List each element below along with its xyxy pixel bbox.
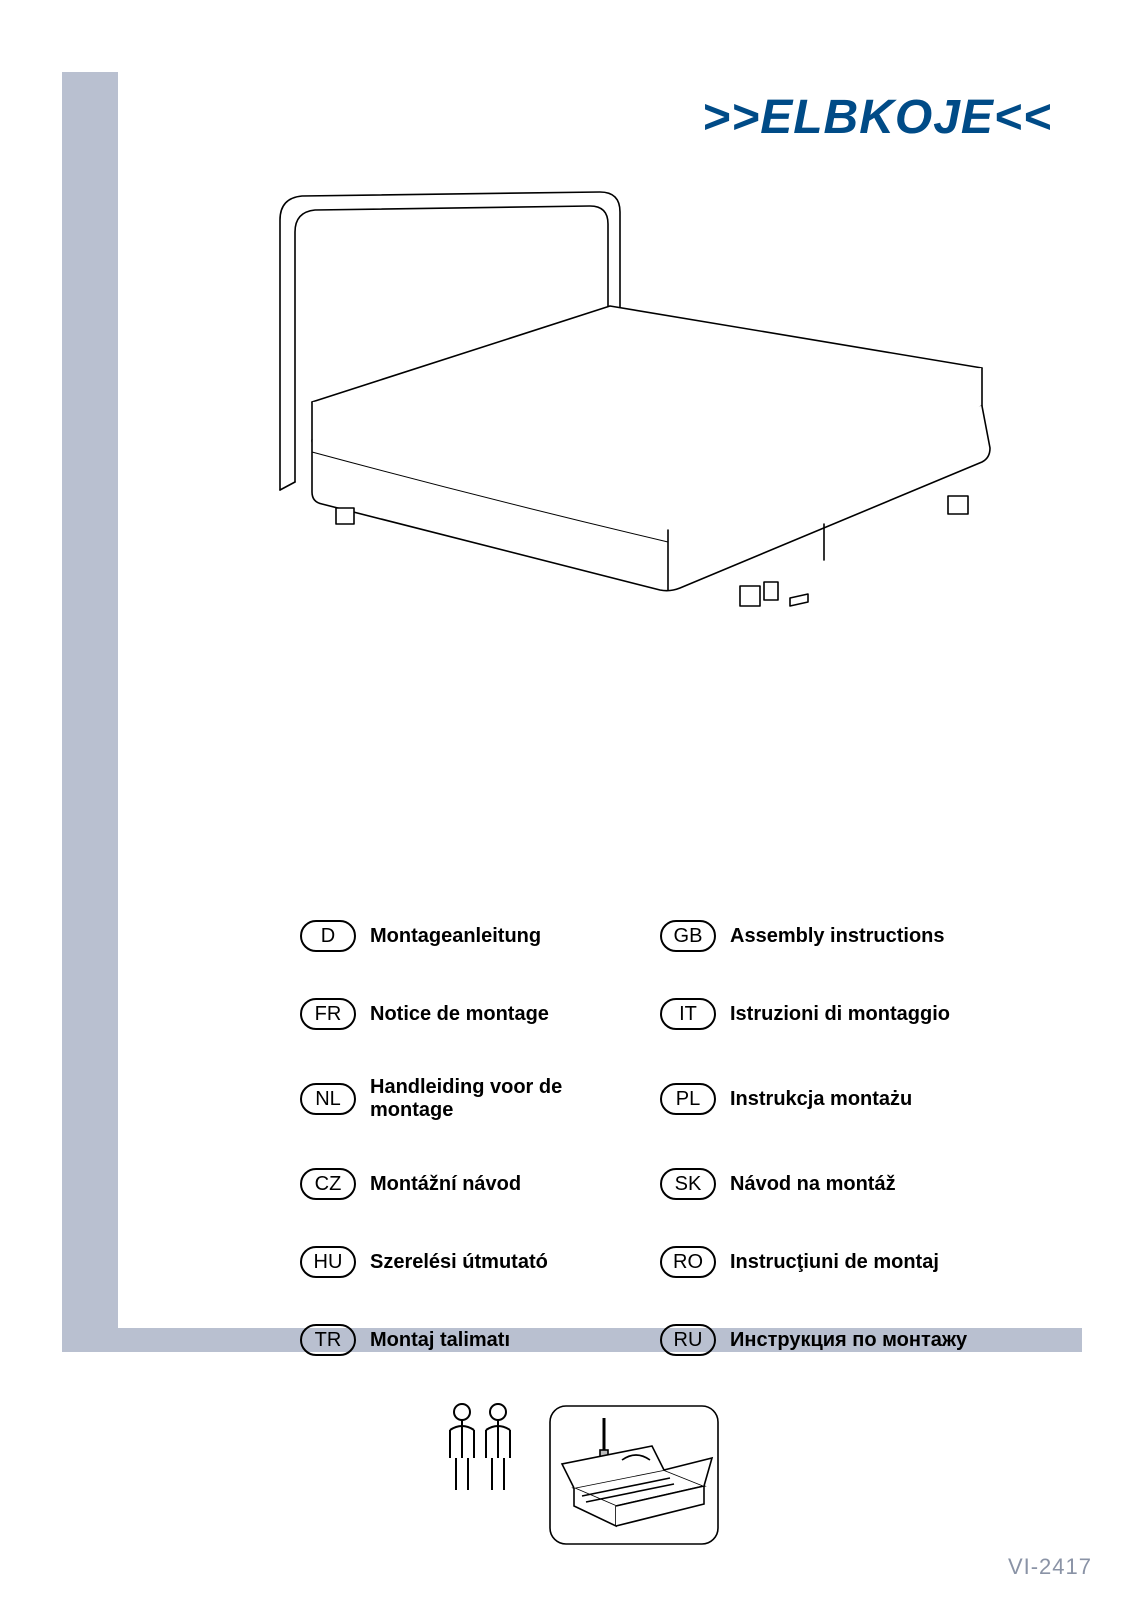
lang-item: FR Notice de montage xyxy=(300,998,640,1030)
lang-label: Instrukcja montażu xyxy=(730,1088,912,1111)
lang-label: Notice de montage xyxy=(370,1003,549,1026)
document-id: VI-2417 xyxy=(1008,1554,1092,1580)
lang-label: Handleiding voor de montage xyxy=(370,1076,640,1122)
lang-label: Montaj talimatı xyxy=(370,1329,510,1352)
lang-code-badge: SK xyxy=(660,1168,716,1200)
lang-code-badge: GB xyxy=(660,920,716,952)
lang-item: PL Instrukcja montażu xyxy=(660,1076,1000,1122)
lang-label: Szerelési útmutató xyxy=(370,1251,548,1274)
lang-item: D Montageanleitung xyxy=(300,920,640,952)
lang-item: GB Assembly instructions xyxy=(660,920,1000,952)
lang-item: NL Handleiding voor de montage xyxy=(300,1076,640,1122)
language-grid: D Montageanleitung GB Assembly instructi… xyxy=(300,920,1000,1356)
lang-code-badge: FR xyxy=(300,998,356,1030)
lang-item: RO Instrucţiuni de montaj xyxy=(660,1246,1000,1278)
lang-item: IT Istruzioni di montaggio xyxy=(660,998,1000,1030)
lang-code-badge: IT xyxy=(660,998,716,1030)
lang-code-badge: D xyxy=(300,920,356,952)
lang-label: Montážní návod xyxy=(370,1173,521,1196)
lang-code-badge: NL xyxy=(300,1083,356,1115)
lang-label: Assembly instructions xyxy=(730,925,945,948)
decorative-sidebar xyxy=(62,72,118,1352)
lang-item: SK Návod na montáž xyxy=(660,1168,1000,1200)
bed-illustration xyxy=(260,190,1000,630)
lang-code-badge: RO xyxy=(660,1246,716,1278)
lang-code-badge: CZ xyxy=(300,1168,356,1200)
two-people-icon xyxy=(440,1400,520,1500)
lang-label: Istruzioni di montaggio xyxy=(730,1003,950,1026)
lang-item: TR Montaj talimatı xyxy=(300,1324,640,1356)
brand-title: >>ELBKOJE<< xyxy=(702,90,1052,145)
lang-label: Instrucţiuni de montaj xyxy=(730,1251,939,1274)
lang-code-badge: PL xyxy=(660,1083,716,1115)
lang-item: CZ Montážní návod xyxy=(300,1168,640,1200)
lang-item: RU Инструкция по монтажу xyxy=(660,1324,1000,1356)
lang-code-badge: HU xyxy=(300,1246,356,1278)
lang-label: Montageanleitung xyxy=(370,925,541,948)
lang-item: HU Szerelési útmutató xyxy=(300,1246,640,1278)
assembly-hints xyxy=(440,1400,724,1550)
lang-code-badge: TR xyxy=(300,1324,356,1356)
lang-label: Инструкция по монтажу xyxy=(730,1329,967,1352)
lang-code-badge: RU xyxy=(660,1324,716,1356)
lang-label: Návod na montáž xyxy=(730,1173,896,1196)
toolbox-icon xyxy=(544,1400,724,1550)
